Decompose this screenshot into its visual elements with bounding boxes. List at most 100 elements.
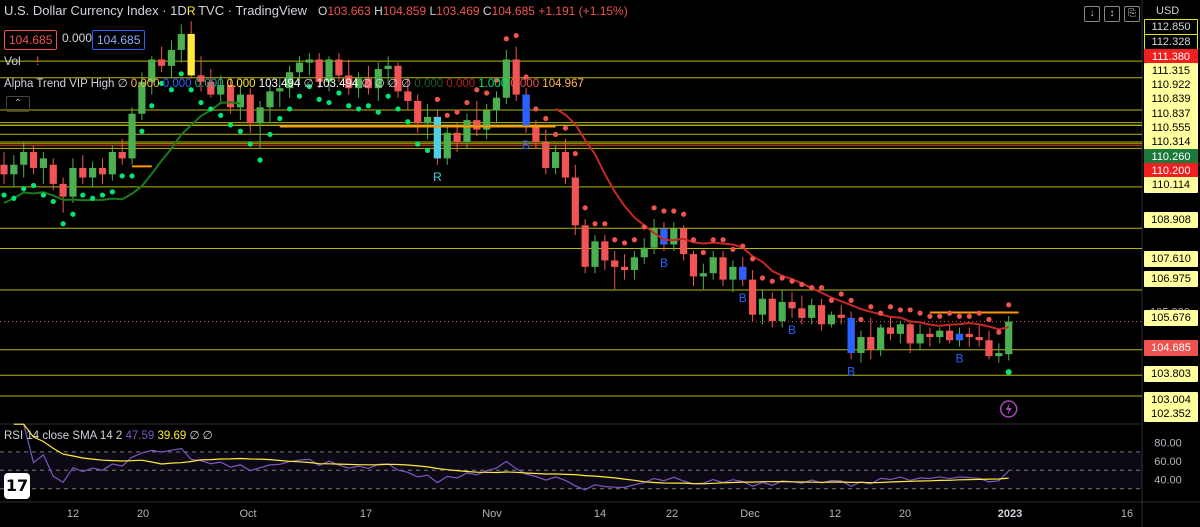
signal-candle-body	[660, 228, 668, 245]
signal-dot	[897, 307, 903, 313]
signal-dot	[690, 237, 697, 243]
price-level-label: 112.328	[1144, 34, 1198, 50]
signal-dot	[90, 195, 96, 201]
indicator-value: 0.000	[411, 78, 444, 90]
price-level-label: 108.908	[1144, 212, 1198, 228]
signal-dot	[434, 96, 440, 102]
time-tick-label: 20	[136, 508, 150, 520]
alert-lightning-icon	[999, 400, 1018, 418]
open-value: 103.663	[327, 4, 371, 18]
signal-dot	[247, 141, 253, 147]
time-tick-label: 16	[1120, 508, 1134, 520]
price-level-label: 112.850	[1144, 19, 1198, 35]
signal-dot	[740, 243, 746, 249]
candle-body	[197, 75, 205, 82]
warning-icon[interactable]: !	[36, 54, 40, 68]
price-level-label: 110.922	[1144, 77, 1198, 93]
signal-dot	[109, 189, 115, 195]
low-label: L	[429, 4, 437, 18]
indicator-value: 104.967	[539, 78, 584, 90]
candle-body	[975, 337, 983, 341]
candle-body	[630, 257, 638, 271]
signal-dot	[99, 192, 106, 198]
candle-body	[827, 314, 835, 325]
price-level-label: 106.975	[1144, 271, 1198, 287]
volume-label[interactable]: Vol	[4, 54, 21, 68]
candle-body	[680, 228, 688, 255]
candle-body	[207, 81, 215, 95]
candle-body	[10, 164, 18, 175]
signal-candle-body	[955, 333, 964, 341]
candle-body	[384, 65, 392, 70]
chart-title: U.S. Dollar Currency Index · 1D · TVC · …	[4, 3, 307, 18]
candle-body	[492, 97, 501, 111]
candle-body	[670, 228, 678, 245]
signal-dot	[1005, 369, 1012, 376]
price-level-label: 107.610	[1144, 251, 1198, 267]
candle-body	[857, 337, 865, 353]
arrow-down-icon[interactable]: ↓	[1084, 6, 1100, 22]
sell-price-box[interactable]: 104.685	[4, 30, 58, 50]
candle-body	[758, 298, 767, 315]
candle-body	[0, 164, 8, 175]
updown-icon[interactable]: ↕	[1104, 6, 1120, 22]
indicator-value: 0.000	[191, 78, 224, 90]
close-value: 104.685	[491, 4, 535, 18]
candle-body	[423, 116, 432, 124]
currency-label[interactable]: USD	[1156, 5, 1180, 17]
candle-body	[167, 49, 176, 66]
candle-body	[1005, 321, 1013, 355]
candle-body	[620, 266, 629, 271]
signal-dot	[779, 275, 785, 281]
signal-dot	[484, 90, 490, 96]
tradingview-logo-icon[interactable]: 17	[4, 473, 30, 499]
candle-body	[946, 330, 954, 341]
candle-body	[552, 152, 560, 168]
candle-body	[817, 305, 826, 325]
signal-marker: B	[522, 138, 530, 152]
candle-body	[581, 225, 589, 267]
candle-body	[325, 59, 333, 82]
alert-lightning-icon	[1005, 403, 1012, 415]
signal-dot	[553, 131, 559, 138]
signal-dot	[1, 192, 7, 198]
price-level-label: 110.555	[1144, 120, 1198, 136]
signal-dot	[621, 240, 628, 246]
candle-body	[867, 337, 875, 350]
signal-dot	[868, 304, 874, 310]
signal-marker: B	[660, 256, 668, 270]
time-tick-label: 12	[828, 508, 842, 520]
signal-dot	[592, 221, 598, 227]
indicator-legend[interactable]: Alpha Trend VIP High ∅ 0.000 0.000 0.000…	[4, 76, 584, 90]
buy-price-box[interactable]: 104.685	[92, 30, 146, 50]
time-tick-label: 17	[359, 508, 373, 520]
rsi-name: RSI 14 close SMA 14 2	[4, 430, 123, 442]
candle-body	[345, 75, 353, 89]
signal-dot	[513, 32, 519, 39]
signal-dot	[927, 313, 933, 319]
signal-dot	[21, 186, 27, 192]
signal-dot	[937, 313, 943, 319]
price-level-label: 110.314	[1144, 134, 1198, 150]
candle-body	[463, 120, 471, 143]
candle-body	[837, 314, 845, 318]
copy-icon[interactable]: ⎘	[1124, 6, 1140, 22]
signal-dot	[40, 192, 47, 198]
indicator-value: ∅	[114, 78, 128, 90]
trend-line-green	[3, 101, 241, 204]
signal-dot	[602, 221, 608, 227]
candle-body	[995, 353, 1003, 357]
signal-dot	[80, 192, 86, 198]
signal-dot	[996, 329, 1002, 335]
candle-body	[443, 132, 451, 159]
candle-body	[20, 152, 28, 165]
signal-dot	[415, 141, 421, 147]
candle-body	[246, 94, 254, 124]
candle-body	[985, 340, 993, 357]
collapse-icon[interactable]: ⌃	[6, 96, 30, 112]
rsi-legend[interactable]: RSI 14 close SMA 14 2 47.59 39.69 ∅ ∅	[4, 428, 213, 442]
signal-dot	[1006, 302, 1012, 308]
signal-dot	[661, 208, 667, 214]
signal-dot	[208, 106, 214, 112]
